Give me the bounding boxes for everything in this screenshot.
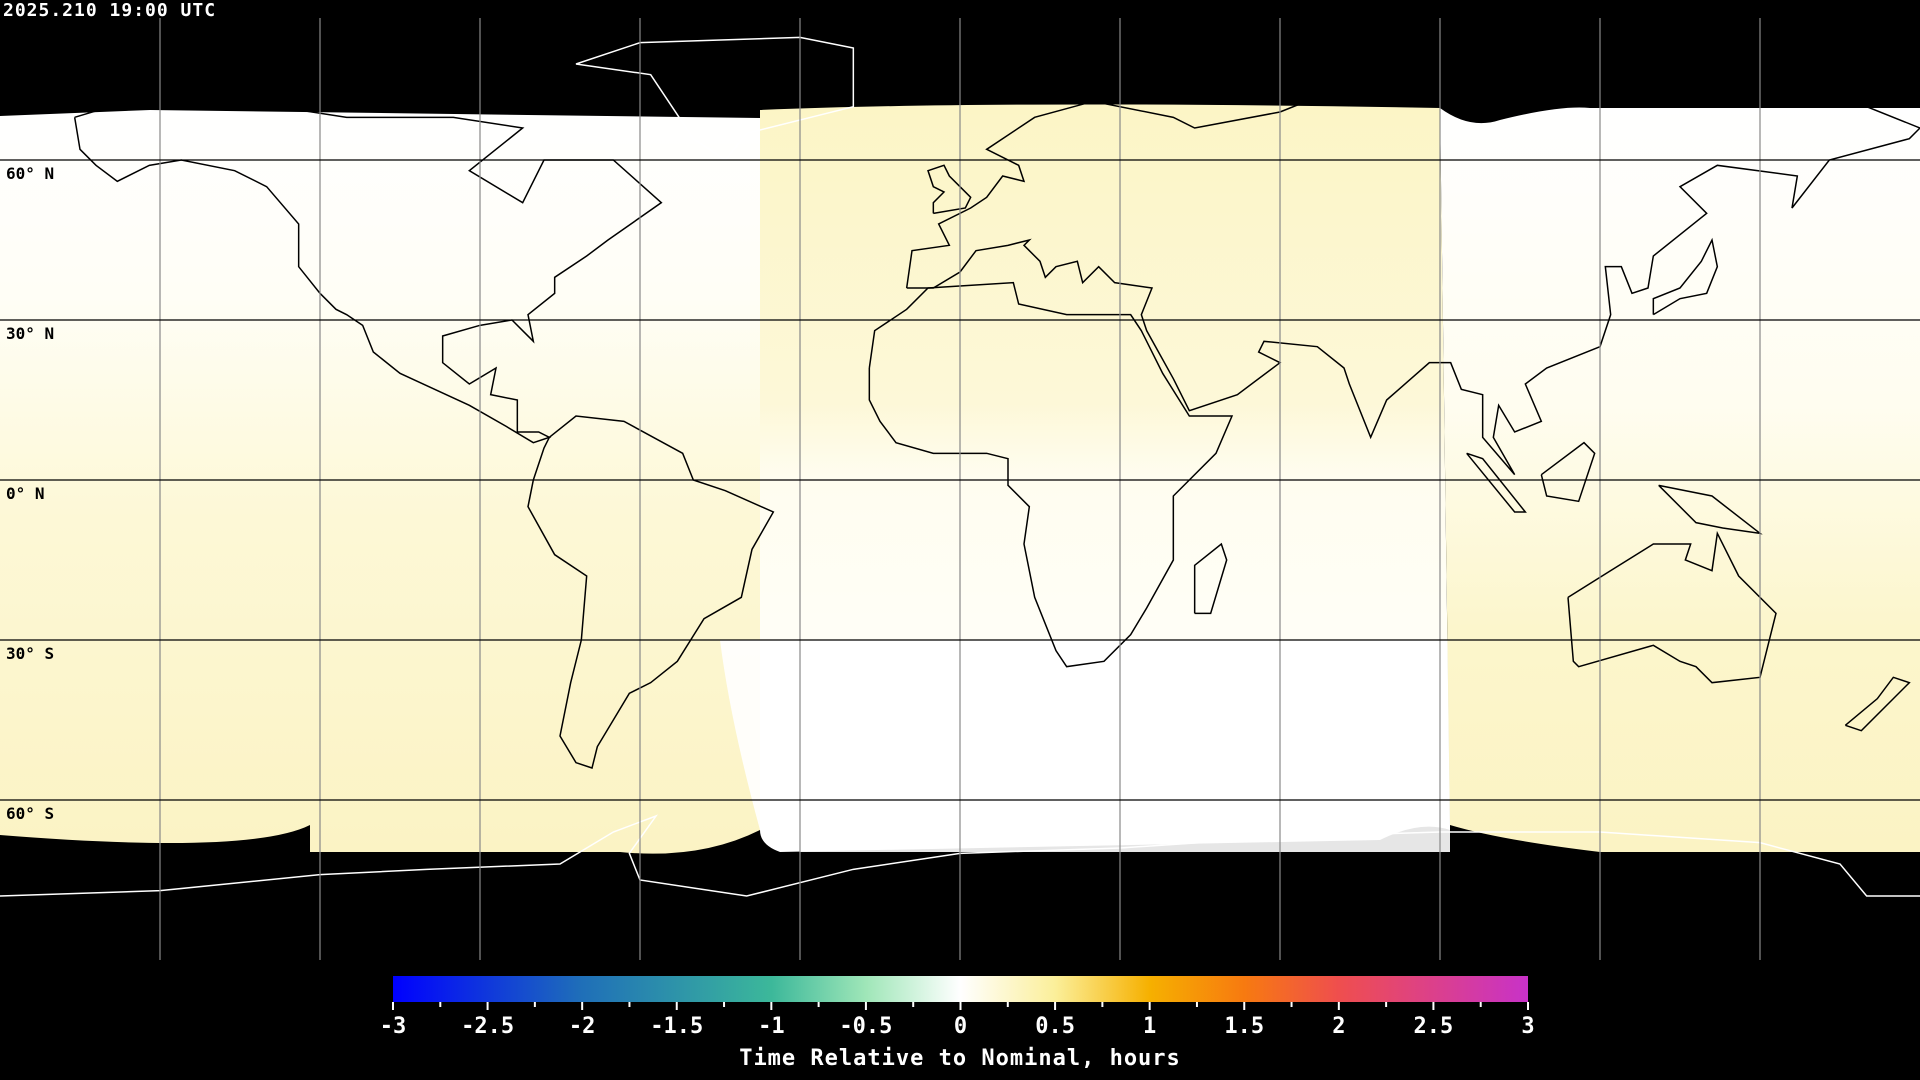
- coastline-north-america: [73, 100, 663, 444]
- lat-label-60s: 60° S: [6, 804, 55, 823]
- coastline-eurasia: [905, 68, 1920, 476]
- colorbar: [392, 976, 1529, 1010]
- coastline-africa: [868, 281, 1234, 668]
- lat-label-30s: 30° S: [6, 644, 55, 663]
- colorbar-tick-label: -2: [568, 1014, 596, 1039]
- coastline-new-zealand: [1844, 676, 1911, 732]
- coastline-madagascar: [1193, 542, 1228, 615]
- lat-label-60n: 60° N: [6, 164, 55, 183]
- colorbar-tick-label: 1.5: [1224, 1014, 1265, 1039]
- region-central-south-white: [720, 640, 1450, 852]
- coastline-uk: [927, 164, 972, 215]
- colorbar-tick-label: 3: [1521, 1014, 1535, 1039]
- coastline-japan: [1652, 237, 1719, 316]
- colorbar-tick-label: -3: [379, 1014, 407, 1039]
- colorbar-tick-label: 1: [1143, 1014, 1157, 1039]
- colorbar-tick-label: -2.5: [461, 1014, 515, 1039]
- coastline-south-america: [527, 415, 775, 769]
- colorbar-tick-label: 2: [1332, 1014, 1346, 1039]
- graticule: [0, 18, 1920, 960]
- world-map: [0, 18, 1920, 960]
- colorbar-ticks: [392, 1002, 1529, 1010]
- colorbar-tick-label: 0: [953, 1014, 968, 1039]
- colorbar-tick-label: -0.5: [839, 1014, 893, 1039]
- lat-label-30n: 30° N: [6, 324, 55, 343]
- coastline-australia: [1567, 530, 1777, 684]
- timestamp-title: 2025.210 19:00 UTC: [3, 0, 217, 21]
- colorbar-title: Time Relative to Nominal, hours: [739, 1046, 1181, 1071]
- colorbar-tick-label: 0.5: [1035, 1014, 1075, 1039]
- coastline-borneo: [1540, 441, 1596, 503]
- coastline-new-guinea: [1658, 484, 1763, 535]
- coastline-sumatra: [1466, 452, 1527, 513]
- colorbar-tick-label: 2.5: [1413, 1014, 1454, 1039]
- colorbar-gradient: [393, 976, 1528, 1002]
- colorbar-tick-label: -1: [758, 1014, 785, 1039]
- region-west: [0, 110, 760, 854]
- colorbar-tick-label: -1.5: [650, 1014, 704, 1039]
- lat-label-0n: 0° N: [6, 484, 45, 503]
- data-coverage: [0, 104, 1920, 854]
